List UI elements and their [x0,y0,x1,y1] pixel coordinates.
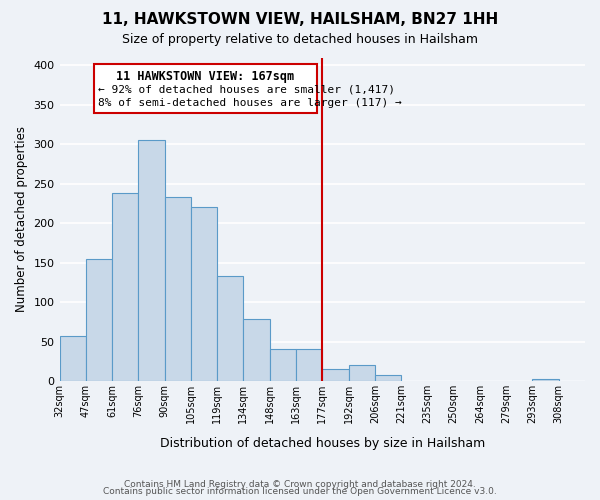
Bar [217,276,244,381]
Bar [86,260,112,381]
Bar [139,140,164,381]
Bar [270,350,296,381]
Bar [244,320,270,381]
Bar [112,193,139,381]
Bar [191,208,217,381]
Text: Contains HM Land Registry data © Crown copyright and database right 2024.: Contains HM Land Registry data © Crown c… [124,480,476,489]
Bar [164,197,191,381]
Y-axis label: Number of detached properties: Number of detached properties [15,126,28,312]
Text: Size of property relative to detached houses in Hailsham: Size of property relative to detached ho… [122,32,478,46]
Bar [322,369,349,381]
Bar [59,336,86,381]
Text: 11, HAWKSTOWN VIEW, HAILSHAM, BN27 1HH: 11, HAWKSTOWN VIEW, HAILSHAM, BN27 1HH [102,12,498,28]
Text: 8% of semi-detached houses are larger (117) →: 8% of semi-detached houses are larger (1… [98,98,401,108]
Bar [296,348,322,381]
Text: ← 92% of detached houses are smaller (1,417): ← 92% of detached houses are smaller (1,… [98,84,395,94]
Bar [349,365,375,381]
X-axis label: Distribution of detached houses by size in Hailsham: Distribution of detached houses by size … [160,437,485,450]
Bar [375,376,401,381]
Text: Contains public sector information licensed under the Open Government Licence v3: Contains public sector information licen… [103,487,497,496]
Bar [532,378,559,381]
Text: 11 HAWKSTOWN VIEW: 167sqm: 11 HAWKSTOWN VIEW: 167sqm [116,70,295,83]
FancyBboxPatch shape [94,64,317,112]
